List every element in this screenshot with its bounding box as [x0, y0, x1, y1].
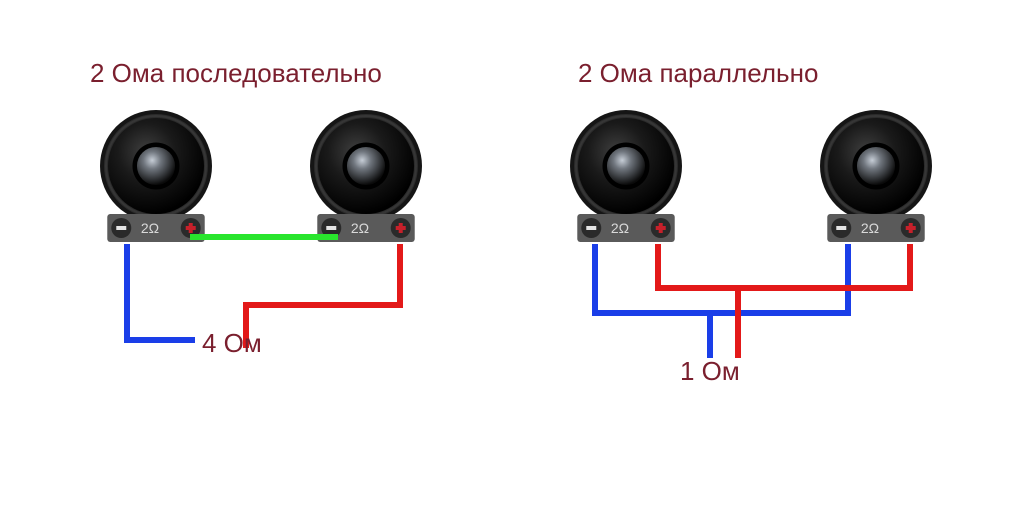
speaker: 2Ω	[310, 110, 422, 242]
right-title: 2 Ома параллельно	[578, 58, 818, 88]
svg-text:2Ω: 2Ω	[861, 220, 879, 236]
speaker: 2Ω	[100, 110, 212, 242]
left-title: 2 Ома последовательно	[90, 58, 382, 88]
right-wire-red	[658, 244, 910, 288]
left-wire-red	[246, 244, 400, 348]
svg-text:2Ω: 2Ω	[351, 220, 369, 236]
svg-text:2Ω: 2Ω	[611, 220, 629, 236]
right-wire-blue	[595, 244, 848, 313]
speaker: 2Ω	[570, 110, 682, 242]
left-wire-blue	[127, 244, 195, 340]
svg-text:2Ω: 2Ω	[141, 220, 159, 236]
left-result-label: 4 Ом	[202, 328, 262, 358]
speaker: 2Ω	[820, 110, 932, 242]
right-result-label: 1 Ом	[680, 356, 740, 386]
